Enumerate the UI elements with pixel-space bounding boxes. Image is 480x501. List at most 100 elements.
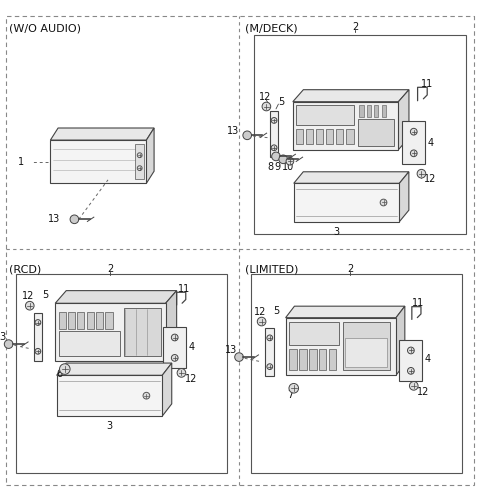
Circle shape (35, 348, 41, 354)
Circle shape (267, 364, 273, 370)
Text: 2: 2 (107, 264, 114, 274)
Text: 12: 12 (254, 307, 266, 317)
Bar (345, 338, 387, 367)
Polygon shape (146, 128, 154, 183)
Text: 11: 11 (420, 79, 433, 89)
Bar (59, 312, 66, 329)
Text: (LIMITED): (LIMITED) (245, 265, 298, 275)
Circle shape (410, 128, 417, 135)
Bar (251, 274, 462, 473)
Bar (68, 312, 75, 329)
Text: (M/DECK): (M/DECK) (245, 24, 298, 34)
Text: (W/O AUDIO): (W/O AUDIO) (9, 24, 81, 34)
Text: 13: 13 (0, 332, 8, 342)
Bar (124, 308, 161, 356)
Bar (163, 327, 186, 368)
Polygon shape (396, 306, 405, 375)
Bar (402, 121, 425, 164)
Text: 8: 8 (267, 161, 273, 171)
Circle shape (243, 131, 252, 140)
Bar (299, 349, 307, 370)
Circle shape (408, 347, 414, 354)
Bar (374, 105, 378, 117)
Text: 2: 2 (352, 22, 359, 32)
Circle shape (272, 152, 280, 161)
Circle shape (262, 102, 271, 111)
Text: 12: 12 (22, 291, 35, 301)
Bar (316, 129, 324, 144)
Text: 4: 4 (189, 342, 195, 352)
Circle shape (137, 166, 142, 170)
Circle shape (279, 155, 288, 164)
Text: 7: 7 (287, 389, 293, 399)
Bar (96, 312, 103, 329)
Bar (34, 313, 42, 361)
Circle shape (289, 383, 299, 393)
Polygon shape (286, 306, 405, 318)
Circle shape (143, 392, 150, 399)
Bar (382, 105, 386, 117)
Circle shape (267, 335, 273, 341)
Text: 13: 13 (48, 214, 60, 224)
Text: 11: 11 (178, 284, 190, 294)
Text: 3: 3 (107, 421, 112, 431)
Text: 13: 13 (225, 345, 238, 355)
Circle shape (380, 199, 387, 206)
Bar (319, 349, 326, 370)
Circle shape (257, 317, 266, 326)
Polygon shape (166, 291, 177, 361)
Bar (336, 129, 344, 144)
Bar (16, 274, 227, 473)
Circle shape (408, 368, 414, 374)
Bar (87, 312, 94, 329)
Text: 11: 11 (412, 298, 424, 308)
Polygon shape (294, 172, 409, 183)
Text: 6: 6 (57, 369, 63, 379)
Bar (399, 340, 422, 381)
Text: (RCD): (RCD) (9, 265, 41, 275)
Polygon shape (293, 90, 409, 102)
Text: 5: 5 (42, 290, 48, 300)
Polygon shape (398, 90, 409, 150)
Bar (360, 105, 363, 117)
Bar (106, 312, 113, 329)
Circle shape (177, 369, 186, 377)
Circle shape (271, 145, 277, 151)
Circle shape (417, 169, 426, 178)
Bar (77, 312, 84, 329)
Text: 12: 12 (424, 173, 436, 183)
Text: 4: 4 (424, 355, 431, 364)
Text: 5: 5 (278, 97, 285, 107)
Bar (296, 129, 303, 144)
Text: 13: 13 (227, 125, 239, 135)
Circle shape (171, 334, 178, 341)
Bar (55, 303, 166, 361)
Bar (326, 129, 334, 144)
Text: 10: 10 (282, 161, 294, 171)
Bar (289, 349, 297, 370)
Bar (358, 119, 394, 146)
Circle shape (171, 355, 178, 361)
Bar (329, 349, 336, 370)
Bar (135, 144, 144, 179)
Circle shape (235, 353, 243, 361)
Bar (293, 102, 398, 150)
Text: 4: 4 (427, 137, 433, 147)
Circle shape (60, 364, 70, 374)
Bar (265, 328, 274, 376)
Text: 12: 12 (417, 387, 429, 397)
Circle shape (271, 118, 277, 123)
Bar (294, 183, 399, 222)
Circle shape (4, 340, 13, 348)
Bar (367, 105, 371, 117)
Bar (57, 375, 162, 416)
Circle shape (409, 382, 418, 390)
Text: 5: 5 (273, 306, 279, 316)
Circle shape (286, 157, 294, 165)
Bar (59, 331, 120, 356)
Circle shape (70, 215, 79, 223)
Circle shape (25, 302, 34, 310)
Bar (50, 140, 146, 183)
Bar (343, 322, 390, 370)
Text: 12: 12 (259, 92, 272, 102)
